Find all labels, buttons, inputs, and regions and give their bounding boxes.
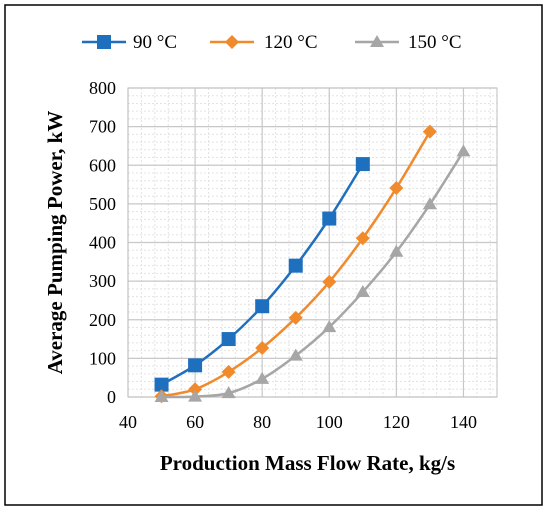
y-tick-label: 100 — [89, 348, 116, 368]
data-point — [322, 274, 337, 289]
plot-frame — [127, 87, 498, 398]
data-point — [322, 211, 337, 226]
y-tick-label: 600 — [89, 155, 116, 175]
data-point — [221, 364, 236, 379]
y-tick-label: 0 — [107, 387, 116, 407]
data-point — [355, 157, 370, 172]
legend-label: 90 °C — [133, 32, 177, 53]
y-axis-title: Average Pumping Power, kW — [43, 111, 67, 375]
series-0 — [154, 157, 370, 392]
legend-item: 120 °C — [210, 32, 318, 53]
data-point — [154, 390, 169, 402]
data-point — [389, 244, 404, 257]
data-point — [370, 35, 384, 47]
data-point — [422, 197, 437, 210]
series-2 — [154, 144, 471, 402]
series-layer — [154, 124, 471, 404]
data-point — [188, 358, 203, 373]
x-tick-label: 40 — [119, 412, 137, 432]
data-point — [255, 371, 270, 384]
x-axis-ticks: 40 60 80 100 120 140 — [119, 412, 477, 432]
y-tick-label: 800 — [89, 78, 116, 98]
data-point — [355, 284, 370, 297]
y-tick-label: 400 — [89, 233, 116, 253]
y-tick-label: 700 — [89, 117, 116, 137]
data-point — [255, 340, 270, 355]
data-point — [456, 144, 471, 157]
data-point — [288, 310, 303, 325]
x-tick-label: 140 — [450, 412, 477, 432]
data-point — [221, 332, 236, 347]
data-point — [355, 231, 370, 246]
y-tick-label: 200 — [89, 310, 116, 330]
x-tick-label: 60 — [186, 412, 204, 432]
data-point — [225, 35, 239, 49]
y-tick-label: 500 — [89, 194, 116, 214]
series-1 — [154, 124, 437, 404]
legend-label: 120 °C — [264, 32, 318, 53]
y-axis-ticks: 0 100 200 300 400 500 600 700 800 — [89, 78, 116, 407]
data-point — [288, 348, 303, 361]
data-point — [188, 389, 203, 402]
legend-item: 150 °C — [355, 32, 462, 53]
data-point — [255, 299, 270, 314]
x-tick-label: 120 — [383, 412, 410, 432]
y-tick-label: 300 — [89, 271, 116, 291]
x-tick-label: 80 — [253, 412, 271, 432]
series-line — [161, 150, 465, 399]
data-point — [422, 124, 437, 139]
x-axis-title: Production Mass Flow Rate, kg/s — [160, 451, 455, 475]
data-point — [221, 386, 236, 399]
data-point — [322, 320, 337, 333]
legend-label: 150 °C — [408, 32, 462, 53]
legend-item: 90 °C — [82, 32, 177, 53]
data-point — [288, 258, 303, 273]
data-point — [389, 181, 404, 196]
legend: 90 °C 120 °C 150 °C — [82, 32, 462, 53]
data-point — [188, 382, 203, 397]
x-tick-label: 100 — [316, 412, 343, 432]
data-point — [154, 377, 169, 392]
data-point — [97, 35, 111, 49]
